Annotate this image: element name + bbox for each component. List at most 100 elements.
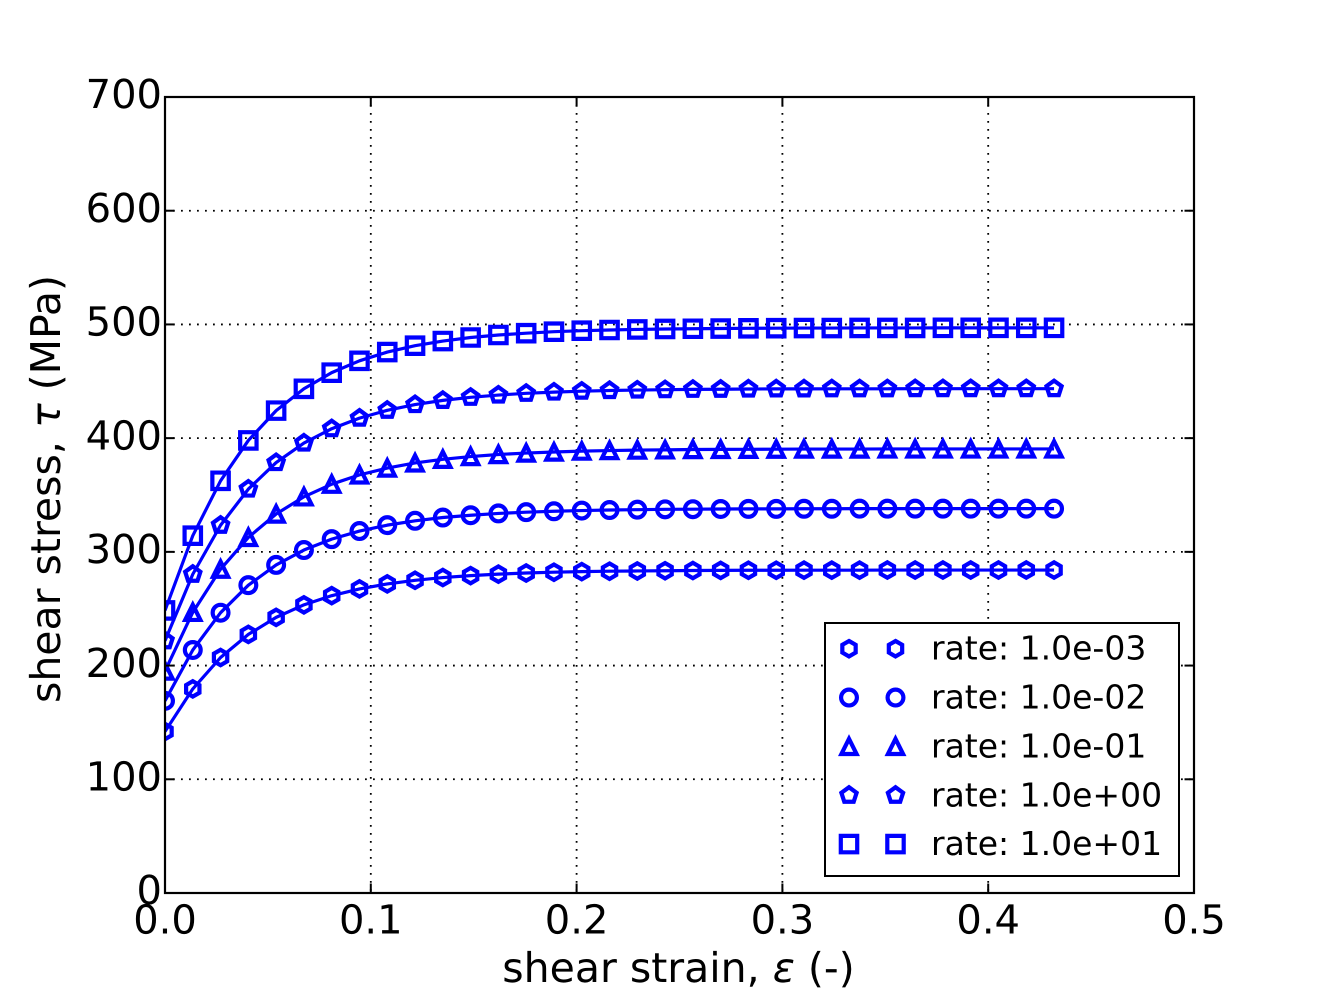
marker-triangle-up [765,436,788,459]
marker-circle [349,521,370,542]
marker-square [460,327,481,348]
marker-circle [599,500,620,521]
marker-triangle-up [598,438,621,461]
marker-square [321,362,342,383]
marker-pentagon [238,478,259,498]
marker-hexagon [961,559,980,581]
marker-triangle-up [793,436,816,459]
tick-labels: 0.0 0.1 0.2 0.3 0.4 0.5 0 100 200 300 400 500 600 700 [86,72,1226,943]
x-tick-label: 0.5 [1162,898,1226,944]
series-square [165,317,1065,621]
marker-hexagon [295,594,313,615]
y-tick-label: 500 [86,300,162,346]
marker-hexagon [878,559,897,581]
marker-hexagon [850,560,869,581]
marker-circle [932,498,953,519]
marker-circle [543,501,564,522]
marker-hexagon [739,560,758,581]
marker-triangle-up [459,444,482,467]
marker-hexagon [267,607,285,628]
marker-hexagon [656,560,674,581]
marker-pentagon [877,378,898,398]
marker-circle [877,498,898,519]
marker-hexagon [989,559,1008,581]
y-tick-label: 600 [86,186,162,232]
marker-triangle-up [431,446,454,469]
marker-square [515,322,537,344]
marker-triangle-up [1015,436,1038,459]
marker-square [404,335,426,356]
marker-square [238,430,259,451]
y-tick-label: 100 [86,754,162,800]
marker-circle [710,498,731,519]
marker-pentagon [766,378,787,398]
legend-marker-square [885,833,906,855]
marker-circle [266,554,287,575]
marker-circle [655,499,676,520]
marker-pentagon [543,381,565,401]
marker-pentagon [349,407,370,427]
marker-pentagon [266,451,287,472]
marker-pentagon [516,382,537,402]
marker-circle [488,503,509,524]
legend: rate: 1.0e-03 rate: 1.0e-02 rate: 1.0e-01 r… [824,622,1180,877]
marker-hexagon [350,578,369,600]
series-line-pentagon [165,387,1055,642]
marker-circle [766,498,787,519]
marker-circle [1016,498,1037,519]
marker-square [432,330,454,352]
y-tick-label: 0 [137,868,162,914]
marker-circle [821,498,842,519]
marker-pentagon [488,384,509,404]
marker-circle [627,499,648,520]
epsilon-symbol: ε [773,944,795,992]
marker-hexagon [906,559,924,581]
marker-triangle-up [904,436,927,459]
marker-circle [377,515,398,536]
marker-square [1015,317,1037,339]
marker-square [210,470,231,492]
marker-triangle-up [348,462,371,485]
marker-pentagon [988,378,1009,398]
marker-pentagon [404,394,426,414]
marker-hexagon [934,559,952,581]
marker-triangle-up [487,442,510,465]
marker-square [738,317,759,339]
marker-square [793,317,815,339]
marker-pentagon [793,378,815,398]
marker-pentagon [932,378,953,398]
marker-circle [960,498,981,519]
marker-hexagon [795,560,813,581]
legend-marker-hexagon [840,638,858,659]
legend-marker-hexagon [886,638,905,659]
marker-hexagon [165,721,174,742]
marker-square [1043,317,1065,339]
marker-circle [432,507,453,528]
marker-square [599,319,620,341]
marker-circle [905,498,926,519]
marker-hexagon [406,570,424,591]
legend-marker-pentagon [885,784,906,804]
marker-square [376,341,398,363]
marker-square [182,525,204,547]
marker-triangle-up [165,658,176,681]
marker-circle [794,498,815,519]
marker-triangle-up [931,436,954,459]
marker-hexagon [322,585,341,606]
marker-triangle-up [320,471,343,494]
x-tick-label: 0.0 [133,898,197,944]
marker-square [293,378,315,400]
marker-square [988,317,1009,339]
marker-hexagon [239,624,258,645]
marker-pentagon [821,378,842,398]
marker-pentagon [1043,378,1065,398]
marker-circle [849,498,870,519]
marker-pentagon [849,378,870,398]
marker-square [488,324,509,346]
marker-pentagon [905,378,926,398]
marker-square [265,400,287,421]
marker-square [543,321,565,343]
marker-hexagon [517,562,535,584]
series-line-triangle-up [165,447,1055,672]
